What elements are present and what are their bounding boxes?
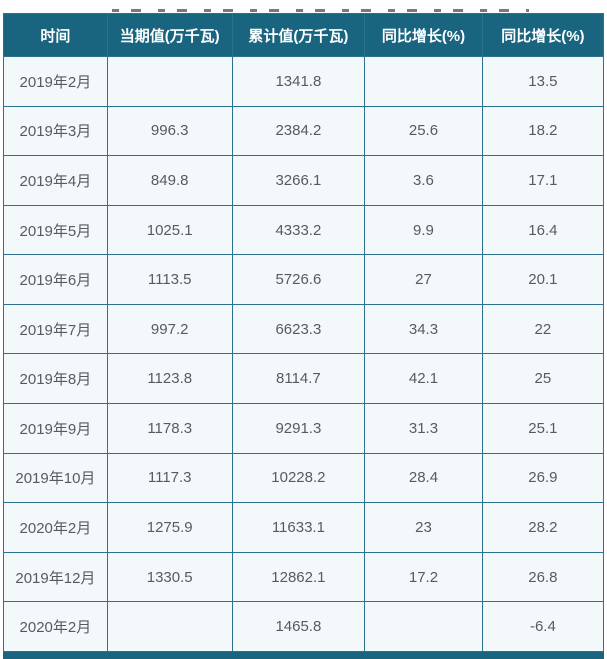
table-cell [364,56,483,107]
table-cell: 26.8 [481,551,605,603]
table-cell: 9.9 [364,204,483,256]
table-cell: 2019年12月 [3,551,108,603]
clipped-title-remnant [112,9,529,12]
table-cell: 3266.1 [231,155,366,206]
table-cell: 42.1 [364,353,483,405]
table-cell [364,601,483,652]
table-row: 2019年9月 1178.3 9291.3 31.3 25.1 [3,403,605,454]
table-body: 2019年2月 1341.8 13.5 2019年3月 996.3 2384.2 25.6 1… [3,56,605,652]
table-cell: 17.1 [481,155,605,206]
table-cell: 2019年3月 [3,105,108,157]
header-row: 时间 当期值(万千瓦) 累计值(万千瓦) 同比增长(%) 同比增长(%) [3,13,605,57]
table-cell: 13.5 [481,56,605,107]
table-cell: 4333.2 [231,204,366,256]
table-row: 2019年12月 1330.5 12862.1 17.2 26.8 [3,551,605,603]
table-cell: 25 [481,353,605,405]
table-cell: 1275.9 [106,502,233,553]
column-header-time: 时间 [3,13,108,57]
table-cell: 849.8 [106,155,233,206]
table-row: 2019年3月 996.3 2384.2 25.6 18.2 [3,105,605,157]
table-header: 时间 当期值(万千瓦) 累计值(万千瓦) 同比增长(%) 同比增长(%) [3,13,605,57]
table-cell: 996.3 [106,105,233,157]
table-cell: 31.3 [364,403,483,454]
data-table: 时间 当期值(万千瓦) 累计值(万千瓦) 同比增长(%) 同比增长(%) 201… [3,13,605,652]
table-cell: 1123.8 [106,353,233,405]
table-cell: 997.2 [106,303,233,355]
table-row: 2019年7月 997.2 6623.3 34.3 22 [3,303,605,355]
table-row: 2019年10月 1117.3 10228.2 28.4 26.9 [3,452,605,504]
table-cell [106,56,233,107]
table-cell: 12862.1 [231,551,366,603]
table-cell: 2019年9月 [3,403,108,454]
table-cell: 28.4 [364,452,483,504]
table-cell: 2019年2月 [3,56,108,107]
table-cell: 23 [364,502,483,553]
table-cell: 2020年2月 [3,601,108,652]
table-cell: 2019年8月 [3,353,108,405]
table-cell: 5726.6 [231,254,366,305]
table-cell: 25.1 [481,403,605,454]
table-cell: 1178.3 [106,403,233,454]
table-cell: 27 [364,254,483,305]
table-cell: 8114.7 [231,353,366,405]
column-header-current-value: 当期值(万千瓦) [106,13,233,57]
column-header-yoy-growth-current: 同比增长(%) [364,13,483,57]
clipped-title-strip [0,0,607,13]
table-cell: 1341.8 [231,56,366,107]
table-cell: 2019年7月 [3,303,108,355]
table-row: 2019年5月 1025.1 4333.2 9.9 16.4 [3,204,605,256]
table-cell: 22 [481,303,605,355]
table-row: 2019年4月 849.8 3266.1 3.6 17.1 [3,155,605,206]
table-cell: 16.4 [481,204,605,256]
table-cell: 3.6 [364,155,483,206]
table-cell: 2019年4月 [3,155,108,206]
table-cell: 25.6 [364,105,483,157]
table-cell: 2384.2 [231,105,366,157]
table-cell: 6623.3 [231,303,366,355]
table-cell [106,601,233,652]
table-cell: 1025.1 [106,204,233,256]
column-header-yoy-growth-cumulative: 同比增长(%) [481,13,605,57]
table-cell: 2020年2月 [3,502,108,553]
table-cell: 1117.3 [106,452,233,504]
bottom-bar [3,652,604,659]
table-cell: -6.4 [481,601,605,652]
table-cell: 18.2 [481,105,605,157]
table-cell: 10228.2 [231,452,366,504]
table-cell: 11633.1 [231,502,366,553]
column-header-cumulative-value: 累计值(万千瓦) [231,13,366,57]
table-cell: 2019年6月 [3,254,108,305]
table-row: 2020年2月 1275.9 11633.1 23 28.2 [3,502,605,553]
table-cell: 34.3 [364,303,483,355]
table-row: 2019年2月 1341.8 13.5 [3,56,605,107]
table-cell: 1330.5 [106,551,233,603]
table-cell: 1113.5 [106,254,233,305]
table-cell: 9291.3 [231,403,366,454]
table-cell: 20.1 [481,254,605,305]
table-cell: 2019年5月 [3,204,108,256]
table-row: 2020年2月 1465.8 -6.4 [3,601,605,652]
table-cell: 28.2 [481,502,605,553]
table-cell: 17.2 [364,551,483,603]
table-cell: 26.9 [481,452,605,504]
table-row: 2019年8月 1123.8 8114.7 42.1 25 [3,353,605,405]
table-cell: 1465.8 [231,601,366,652]
table-cell: 2019年10月 [3,452,108,504]
table-row: 2019年6月 1113.5 5726.6 27 20.1 [3,254,605,305]
